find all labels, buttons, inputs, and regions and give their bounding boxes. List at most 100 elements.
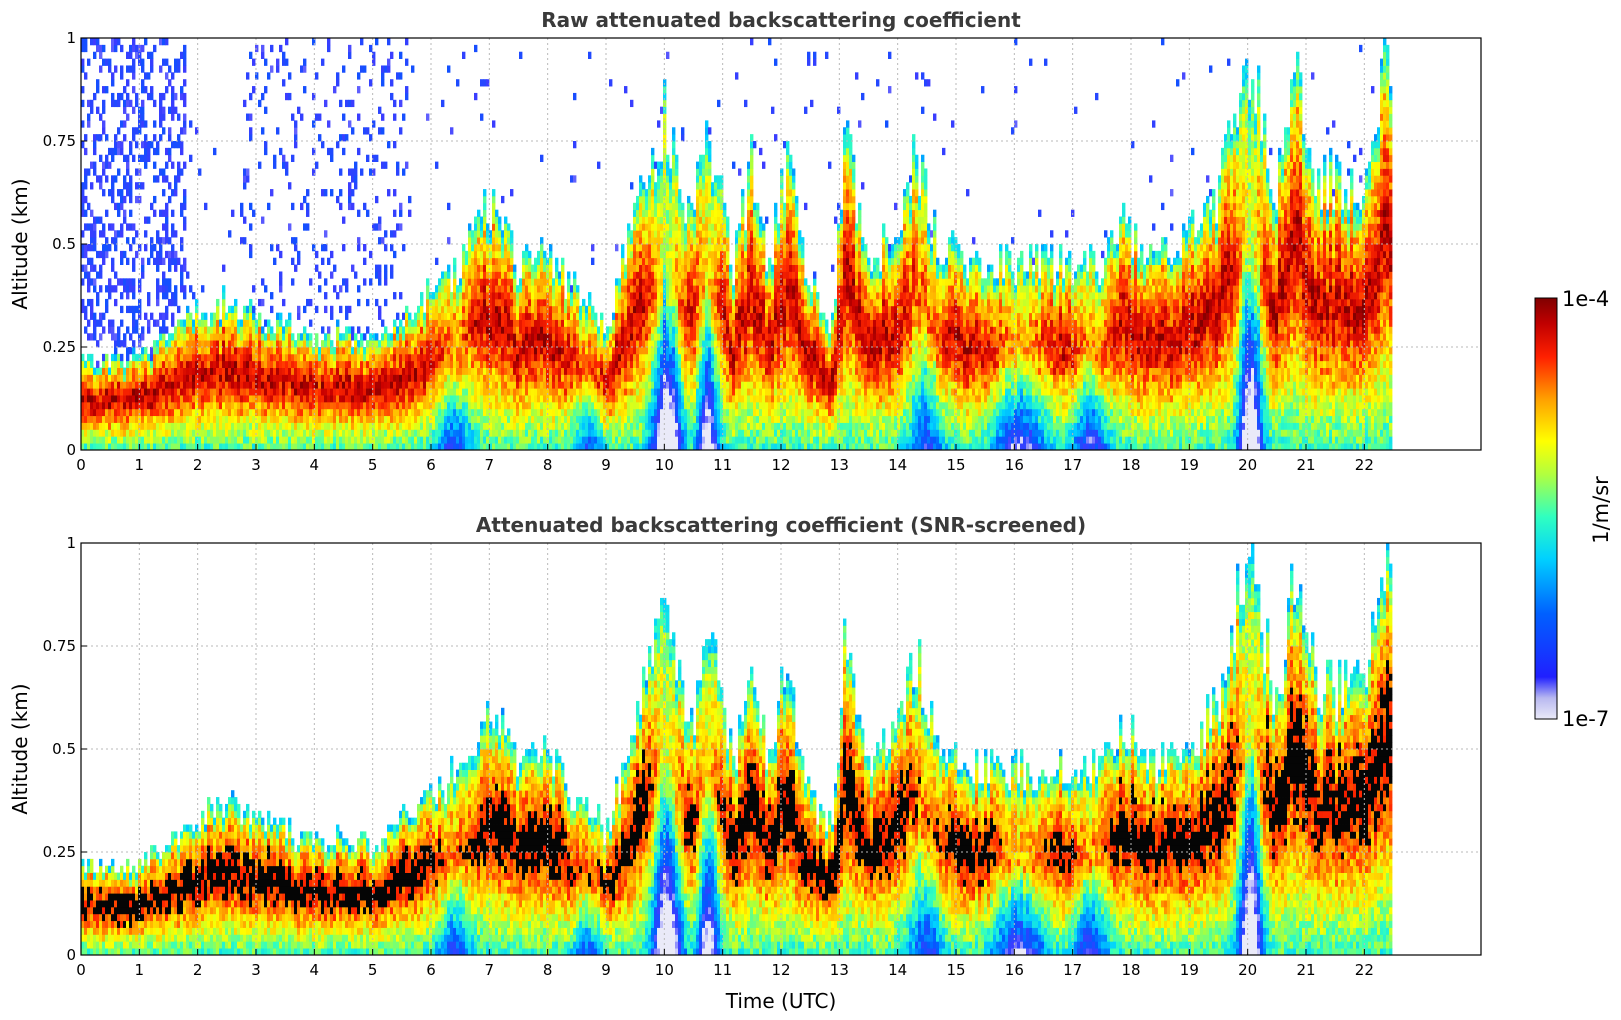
heatmap-cell <box>333 285 337 293</box>
heatmap-cell <box>399 408 403 417</box>
heatmap-cell <box>270 189 274 197</box>
heatmap-cell <box>159 436 163 444</box>
heatmap-cell <box>567 408 571 417</box>
heatmap-cell <box>156 257 160 265</box>
heatmap-cell <box>360 381 364 389</box>
heatmap-cell <box>594 388 598 396</box>
heatmap-cell <box>102 429 106 437</box>
heatmap-cell <box>240 347 244 355</box>
heatmap-cell <box>522 278 526 286</box>
heatmap-cell <box>321 353 325 362</box>
heatmap-cell <box>582 395 586 403</box>
heatmap-cell <box>510 237 514 245</box>
heatmap-cell <box>93 333 97 341</box>
heatmap-cell <box>447 319 451 327</box>
heatmap-cell <box>447 367 451 375</box>
heatmap-cell <box>261 401 265 410</box>
heatmap-cell <box>162 401 166 410</box>
heatmap-cell <box>126 305 130 314</box>
heatmap-cell <box>294 134 298 142</box>
heatmap-cell <box>162 333 166 341</box>
heatmap-cell <box>99 401 103 410</box>
heatmap-cell <box>297 312 301 320</box>
heatmap-cell <box>351 381 355 389</box>
heatmap-cell <box>321 360 325 368</box>
heatmap-cell <box>114 429 118 437</box>
heatmap-cell <box>261 127 265 135</box>
heatmap-cell <box>636 195 640 204</box>
heatmap-cell <box>468 257 472 265</box>
heatmap-cell <box>450 367 454 375</box>
heatmap-cell <box>504 278 508 286</box>
heatmap-cell <box>594 326 598 334</box>
heatmap-cell <box>405 340 409 348</box>
heatmap-cell <box>105 250 109 259</box>
heatmap-cell <box>543 340 547 348</box>
heatmap-cell <box>603 436 607 444</box>
heatmap-cell <box>303 326 307 334</box>
heatmap-cell <box>375 264 379 272</box>
heatmap-cell <box>120 147 124 156</box>
heatmap-cell <box>267 381 271 389</box>
heatmap-cell <box>273 395 277 403</box>
heatmap-cell <box>84 415 88 423</box>
heatmap-cell <box>90 408 94 417</box>
heatmap-cell <box>594 422 598 430</box>
heatmap-cell <box>456 360 460 368</box>
heatmap-cell <box>369 278 373 286</box>
heatmap-cell <box>258 99 262 108</box>
heatmap-cell <box>417 367 421 375</box>
heatmap-cell <box>162 429 166 437</box>
heatmap-cell <box>465 292 469 300</box>
heatmap-cell <box>117 374 121 382</box>
heatmap-cell <box>603 353 607 362</box>
heatmap-cell <box>315 367 319 375</box>
heatmap-cell <box>240 381 244 389</box>
heatmap-cell <box>570 298 574 307</box>
heatmap-cell <box>642 333 646 341</box>
heatmap-cell <box>138 408 142 417</box>
heatmap-cell <box>516 340 520 348</box>
heatmap-cell <box>465 395 469 403</box>
heatmap-cell <box>465 271 469 279</box>
heatmap-cell <box>525 319 529 327</box>
heatmap-cell <box>390 244 394 252</box>
heatmap-cell <box>405 395 409 403</box>
heatmap-cell <box>354 340 358 348</box>
heatmap-cell <box>162 326 166 334</box>
heatmap-cell <box>528 443 532 450</box>
heatmap-cell <box>258 381 262 389</box>
heatmap-cell <box>168 353 172 362</box>
heatmap-cell <box>480 429 484 437</box>
heatmap-cell <box>537 415 541 423</box>
heatmap-cell <box>81 388 85 396</box>
heatmap-cell <box>174 175 178 183</box>
heatmap-cell <box>579 326 583 334</box>
heatmap-cell <box>135 388 139 396</box>
heatmap-cell <box>540 333 544 341</box>
heatmap-cell <box>270 326 274 334</box>
heatmap-cell <box>111 195 115 204</box>
heatmap-cell <box>540 360 544 368</box>
heatmap-cell <box>396 333 400 341</box>
heatmap-cell <box>531 298 535 307</box>
heatmap-cell <box>288 429 292 437</box>
heatmap-cell <box>366 401 370 410</box>
heatmap-cell <box>207 415 211 423</box>
heatmap-cell <box>315 415 319 423</box>
heatmap-cell <box>90 38 94 46</box>
heatmap-cell <box>405 347 409 355</box>
heatmap-cell <box>315 353 319 362</box>
heatmap-cell <box>501 271 505 279</box>
heatmap-cell <box>333 374 337 382</box>
heatmap-cell <box>156 395 160 403</box>
heatmap-cell <box>636 347 640 355</box>
heatmap-cell <box>498 347 502 355</box>
heatmap-cell <box>507 436 511 444</box>
heatmap-cell <box>90 401 94 410</box>
heatmap-cell <box>426 381 430 389</box>
heatmap-cell <box>477 333 481 341</box>
heatmap-cell <box>81 436 85 444</box>
heatmap-cell <box>165 367 169 375</box>
heatmap-cell <box>372 422 376 430</box>
